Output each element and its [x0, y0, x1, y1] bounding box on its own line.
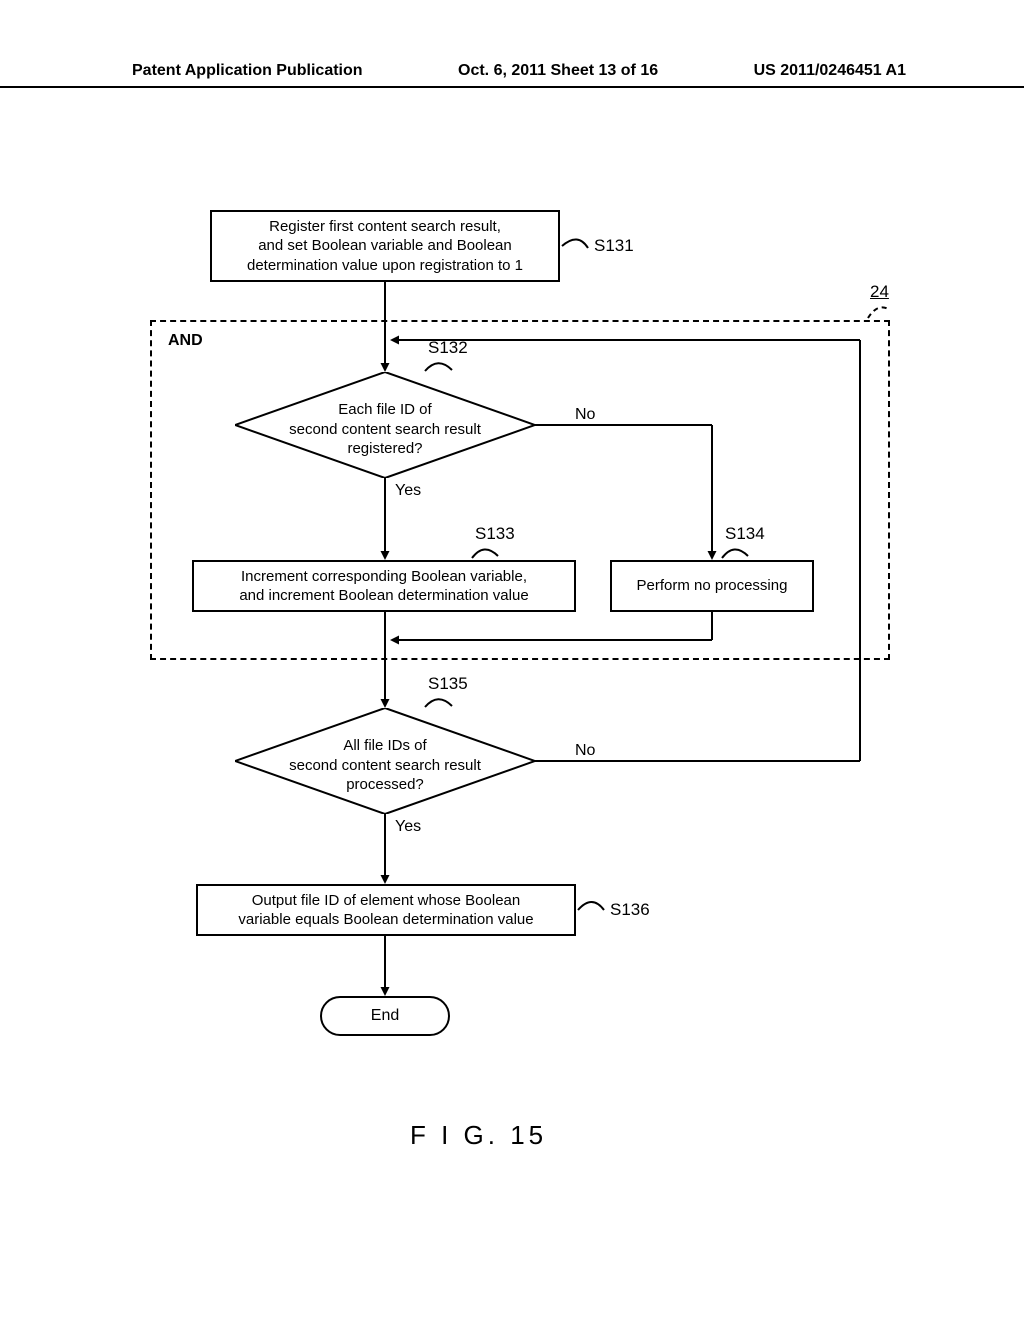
header-right: US 2011/0246451 A1: [754, 62, 906, 80]
flow-arrows: [120, 210, 904, 1090]
page-header: Patent Application Publication Oct. 6, 2…: [0, 86, 1024, 110]
figure-label: F I G. 15: [410, 1120, 547, 1151]
header-left: Patent Application Publication: [132, 62, 363, 80]
header-center: Oct. 6, 2011 Sheet 13 of 16: [458, 62, 658, 80]
flowchart-diagram: Register first content search result, an…: [120, 210, 904, 1090]
